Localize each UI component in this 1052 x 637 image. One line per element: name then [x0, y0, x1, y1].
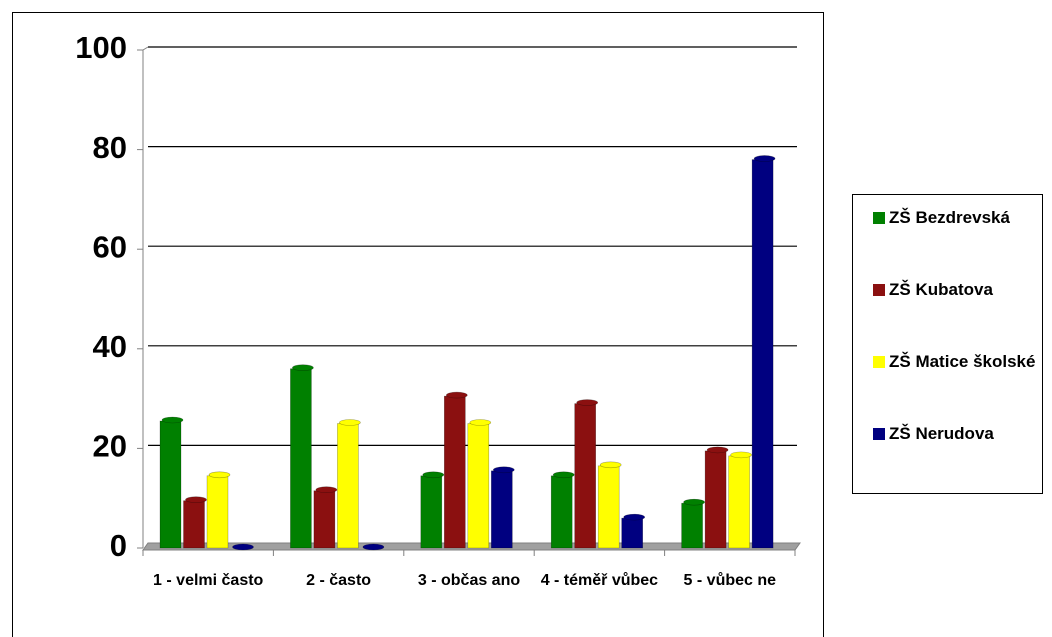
x-tick-label: 3 - občas ano: [417, 572, 521, 589]
bar-top: [185, 496, 207, 503]
y-tick-label: 100: [75, 30, 127, 65]
bar: [337, 423, 359, 549]
bar-top: [422, 471, 445, 479]
bar: [420, 475, 443, 549]
bar: [313, 490, 336, 549]
legend-label: ZŠ Bezdrevská: [889, 208, 1010, 227]
bar: [621, 517, 644, 549]
bar-top: [362, 543, 385, 551]
bar-top: [683, 498, 705, 506]
legend-swatch: [873, 212, 885, 224]
bar: [550, 475, 573, 549]
y-axis-wall: [142, 46, 149, 548]
y-tick-label: 80: [93, 130, 127, 165]
bar: [704, 450, 727, 549]
bar-top: [576, 399, 599, 406]
bar: [206, 475, 229, 549]
legend-item: ZŠ Bezdrevská: [873, 205, 1038, 277]
bar: [681, 502, 703, 549]
bar: [490, 470, 513, 549]
bar: [597, 465, 620, 549]
x-tick-label: 1 - velmi často: [153, 572, 264, 589]
bar-top: [730, 451, 752, 459]
legend-swatch: [873, 428, 885, 440]
legend-item: ZŠ Kubatova: [873, 277, 1038, 349]
y-tick-label: 0: [110, 528, 127, 563]
bar: [728, 455, 750, 549]
legend-item: ZŠ Matice školské: [873, 349, 1038, 421]
legend-swatch: [873, 356, 885, 368]
bar-top: [753, 155, 776, 162]
legend-label: ZŠ Nerudova: [889, 424, 994, 443]
y-tick-label: 20: [93, 429, 127, 464]
bar-top: [552, 471, 575, 479]
bar-top: [706, 446, 729, 454]
legend: ZŠ Bezdrevská ZŠ Kubatova ZŠ Matice školsk…: [852, 194, 1043, 494]
x-tick-label: 2 - často: [306, 572, 372, 589]
x-tick-label: 4 - téměř vůbec: [540, 572, 659, 589]
bar-top: [315, 486, 338, 494]
bar-top: [445, 391, 468, 399]
x-tick-label: 5 - vůbec ne: [683, 572, 777, 589]
bar: [183, 500, 205, 549]
y-tick-label: 40: [93, 329, 127, 364]
legend-swatch: [873, 284, 885, 296]
bar: [467, 423, 490, 549]
bar: [159, 420, 182, 549]
legend-label: ZŠ Matice školské: [889, 352, 1036, 371]
bar-top: [339, 419, 361, 426]
bar-top: [161, 416, 184, 424]
bar-top: [623, 513, 646, 521]
bar-top: [469, 419, 492, 426]
bar-top: [292, 364, 314, 372]
bar: [751, 159, 774, 549]
legend-label: ZŠ Kubatova: [889, 280, 993, 299]
bar-top: [208, 471, 231, 479]
chart-frame: [12, 12, 824, 637]
bar-top: [232, 543, 254, 551]
bar-top: [492, 466, 515, 474]
bar: [290, 368, 312, 549]
bar: [443, 395, 466, 549]
bar: [574, 403, 597, 549]
y-tick-label: 60: [93, 229, 127, 264]
bar-top: [599, 461, 622, 469]
legend-item: ZŠ Nerudova: [873, 421, 1038, 447]
